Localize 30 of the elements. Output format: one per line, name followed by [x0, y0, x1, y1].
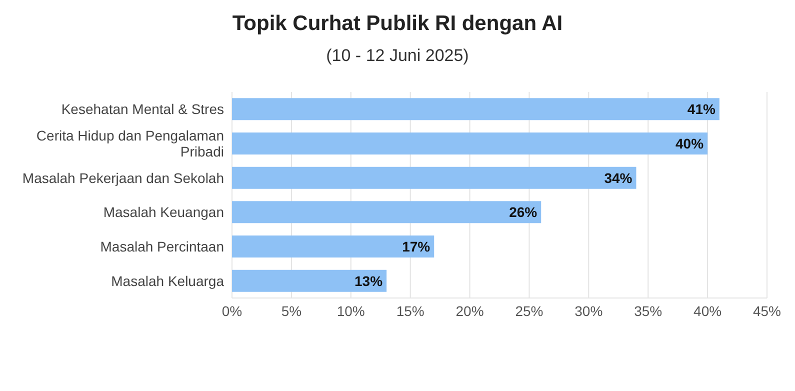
- x-tick-label: 15%: [396, 302, 424, 319]
- x-tick-label: 20%: [456, 302, 484, 319]
- y-tick-label: Masalah Pekerjaan dan Sekolah: [22, 170, 224, 186]
- x-tick-label: 0%: [222, 302, 242, 319]
- data-label: 17%: [402, 238, 431, 255]
- chart-subtitle: (10 - 12 Juni 2025): [325, 46, 470, 66]
- y-tick-label: Kesehatan Mental & Stres: [61, 101, 224, 118]
- x-tick-label: 30%: [574, 302, 603, 319]
- bar: [232, 236, 434, 258]
- y-tick-label: Masalah Keuangan: [103, 204, 224, 220]
- data-label: 13%: [354, 272, 384, 289]
- x-tick-label: 45%: [752, 302, 782, 319]
- bar: [232, 270, 387, 292]
- x-tick-label: 40%: [694, 302, 722, 319]
- x-tick-label: 35%: [634, 302, 662, 319]
- x-tick-label: 5%: [281, 302, 302, 319]
- data-label: 41%: [687, 101, 716, 118]
- x-tick-label: 25%: [515, 302, 544, 319]
- y-tick-label: Masalah Keluarga: [111, 272, 224, 289]
- x-tick-label: 10%: [336, 302, 365, 319]
- bar: [232, 98, 720, 120]
- data-label: 40%: [676, 136, 704, 152]
- data-label: 26%: [509, 204, 538, 220]
- data-label: 34%: [604, 170, 633, 186]
- chart-title: Topik Curhat Publik RI dengan AI: [231, 12, 564, 36]
- bar: [232, 132, 708, 155]
- y-tick-label: Masalah Percintaan: [100, 238, 224, 254]
- bar: [232, 201, 542, 224]
- y-tick-label: Cerita Hidup dan Pengalaman Pribadi: [36, 128, 224, 160]
- bar: [232, 166, 636, 189]
